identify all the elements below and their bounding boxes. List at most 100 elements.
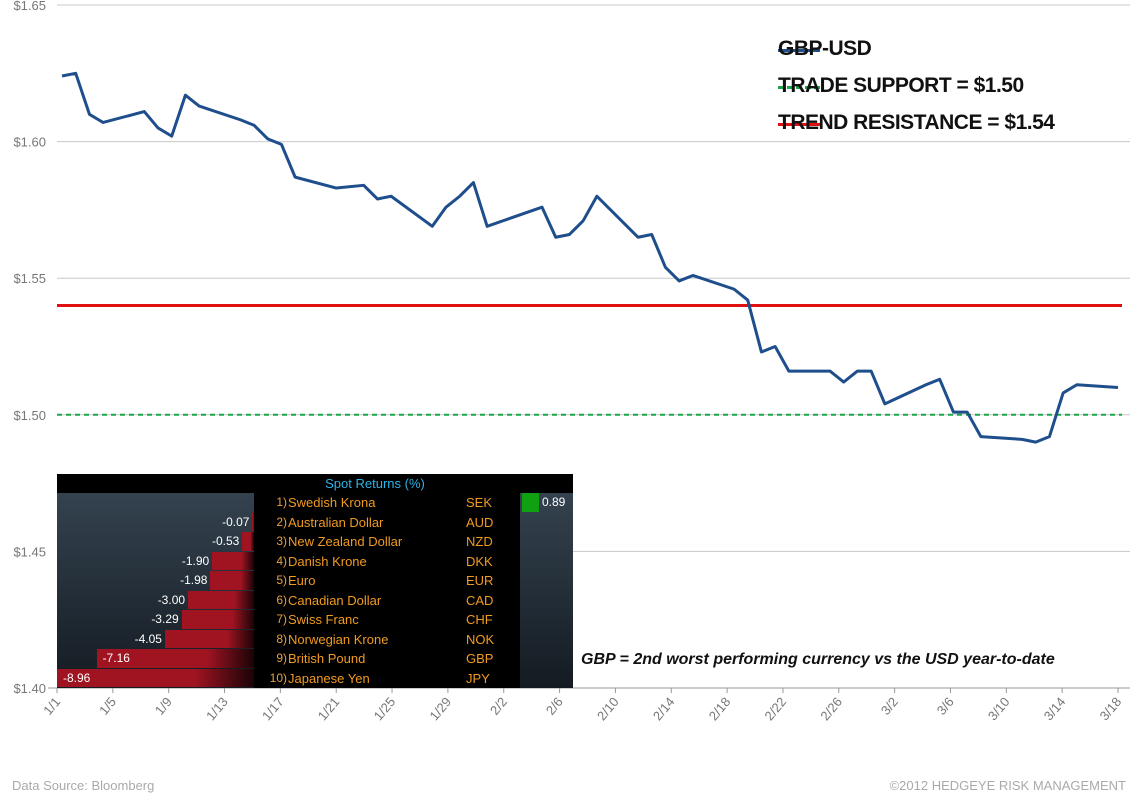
- inset-row: 0.89 1) Swedish Krona SEK: [57, 493, 573, 513]
- inset-title: Spot Returns (%): [325, 476, 425, 491]
- inset-row: -1.90 4) Danish Krone DKK: [57, 551, 573, 572]
- x-tick-label: 2/22: [761, 694, 789, 723]
- y-tick-label: $1.60: [13, 135, 46, 150]
- currency-code: SEK: [466, 495, 493, 510]
- return-bar: [252, 512, 254, 531]
- x-tick-label: 2/10: [594, 694, 622, 723]
- return-bar: [212, 551, 254, 570]
- x-tick-label: 3/6: [934, 694, 957, 717]
- x-tick-label: 3/10: [985, 694, 1013, 723]
- return-value: -8.96: [63, 670, 91, 685]
- legend-swatch-trend-resistance: [778, 123, 820, 126]
- copyright: ©2012 HEDGEYE RISK MANAGEMENT: [889, 778, 1126, 793]
- return-bar: [242, 532, 254, 551]
- legend-swatch-trade-support: [778, 86, 820, 89]
- currency-name: Swiss Franc: [288, 612, 359, 627]
- currency-code: CHF: [466, 612, 493, 627]
- x-tick-label: 1/5: [96, 694, 119, 717]
- x-tick-label: 1/17: [259, 694, 287, 723]
- currency-name: Japanese Yen: [288, 670, 370, 686]
- return-bar: [96, 649, 254, 668]
- return-value: -3.00: [157, 592, 186, 607]
- rank: 7): [276, 612, 287, 626]
- return-value: -1.98: [180, 573, 208, 587]
- x-tick-label: 1/21: [315, 694, 343, 723]
- return-bar: [181, 610, 254, 629]
- legend-swatch-gbpusd: [778, 49, 820, 52]
- currency-code: NOK: [466, 631, 495, 647]
- inset-row: -4.05 8) Norwegian Krone NOK: [57, 629, 573, 650]
- currency-name: Swedish Krona: [288, 495, 376, 510]
- inset-right-panel: [520, 493, 573, 688]
- inset-row: -7.16 9) British Pound GBP: [57, 649, 573, 669]
- x-tick-label: 1/9: [152, 694, 175, 717]
- return-value: -3.29: [151, 612, 179, 626]
- return-value: -0.07: [222, 514, 250, 529]
- inset-row: -8.96 10) Japanese Yen JPY: [57, 668, 573, 689]
- currency-code: AUD: [466, 514, 494, 530]
- inset-row: -3.00 6) Canadian Dollar CAD: [57, 590, 573, 611]
- currency-name: Australian Dollar: [288, 514, 384, 530]
- return-bar: [57, 668, 254, 687]
- legend-label-trade-support: TRADE SUPPORT = $1.50: [778, 74, 1024, 97]
- x-tick-label: 2/6: [543, 694, 566, 717]
- rank: 8): [276, 631, 287, 646]
- legend-label-gbpusd: GBP-USD: [778, 37, 872, 60]
- rank: 9): [276, 651, 287, 665]
- currency-code: GBP: [466, 651, 494, 666]
- return-bar-positive: [522, 493, 539, 512]
- return-value: -7.16: [102, 651, 130, 665]
- return-value: -1.90: [181, 553, 210, 568]
- return-value: -4.05: [134, 631, 162, 646]
- currency-name: British Pound: [288, 651, 366, 666]
- data-source: Data Source: Bloomberg: [12, 778, 155, 793]
- x-tick-label: 3/2: [878, 694, 901, 717]
- rank: 3): [276, 534, 287, 548]
- return-value: 0.89: [542, 495, 566, 509]
- currency-name: Canadian Dollar: [288, 592, 382, 608]
- currency-name: Euro: [288, 573, 316, 588]
- rank: 4): [276, 553, 287, 568]
- x-tick-label: 2/2: [487, 694, 510, 717]
- chart-caption: GBP = 2nd worst performing currency vs t…: [581, 651, 1055, 668]
- currency-name: Norwegian Krone: [288, 631, 389, 647]
- y-tick-label: $1.40: [13, 681, 46, 696]
- inset-row: -0.07 2) Australian Dollar AUD: [57, 512, 573, 533]
- rank: 2): [276, 514, 287, 529]
- x-tick-label: 1/25: [371, 694, 399, 723]
- inset-row: -0.53 3) New Zealand Dollar NZD: [57, 532, 573, 552]
- rank: 10): [269, 670, 287, 685]
- x-tick-label: 2/26: [817, 694, 845, 723]
- x-tick-label: 3/14: [1041, 694, 1069, 723]
- currency-code: DKK: [466, 553, 493, 569]
- x-tick-label: 1/1: [40, 694, 63, 717]
- x-tick-label: 1/13: [203, 694, 231, 723]
- inset-row: -1.98 5) Euro EUR: [57, 571, 573, 591]
- currency-code: CAD: [466, 592, 494, 608]
- currency-code: NZD: [466, 534, 493, 549]
- return-value: -0.53: [212, 534, 240, 548]
- currency-code: EUR: [466, 573, 494, 588]
- currency-name: New Zealand Dollar: [288, 534, 403, 549]
- rank: 1): [276, 495, 287, 509]
- currency-name: Danish Krone: [288, 553, 367, 569]
- rank: 6): [276, 592, 287, 607]
- y-tick-label: $1.45: [13, 544, 46, 559]
- inset-row: -3.29 7) Swiss Franc CHF: [57, 610, 573, 630]
- x-tick-label: 1/29: [426, 694, 454, 723]
- y-tick-label: $1.50: [13, 408, 46, 423]
- return-bar: [188, 590, 254, 609]
- return-bar: [210, 571, 254, 590]
- y-tick-label: $1.55: [13, 271, 46, 286]
- x-tick-label: 2/14: [650, 694, 678, 723]
- y-tick-label: $1.65: [13, 0, 46, 13]
- gbp-usd-line: [61, 71, 1119, 444]
- x-tick-label: 3/18: [1097, 694, 1125, 723]
- return-bar: [164, 629, 254, 648]
- x-tick-label: 2/18: [706, 694, 734, 723]
- rank: 5): [276, 573, 287, 587]
- currency-code: JPY: [466, 670, 490, 686]
- spot-returns-inset: Spot Returns (%) 0.89 1) Swedish Krona SEK -…: [57, 474, 573, 688]
- legend-label-trend-resistance: TREND RESISTANCE = $1.54: [778, 111, 1055, 134]
